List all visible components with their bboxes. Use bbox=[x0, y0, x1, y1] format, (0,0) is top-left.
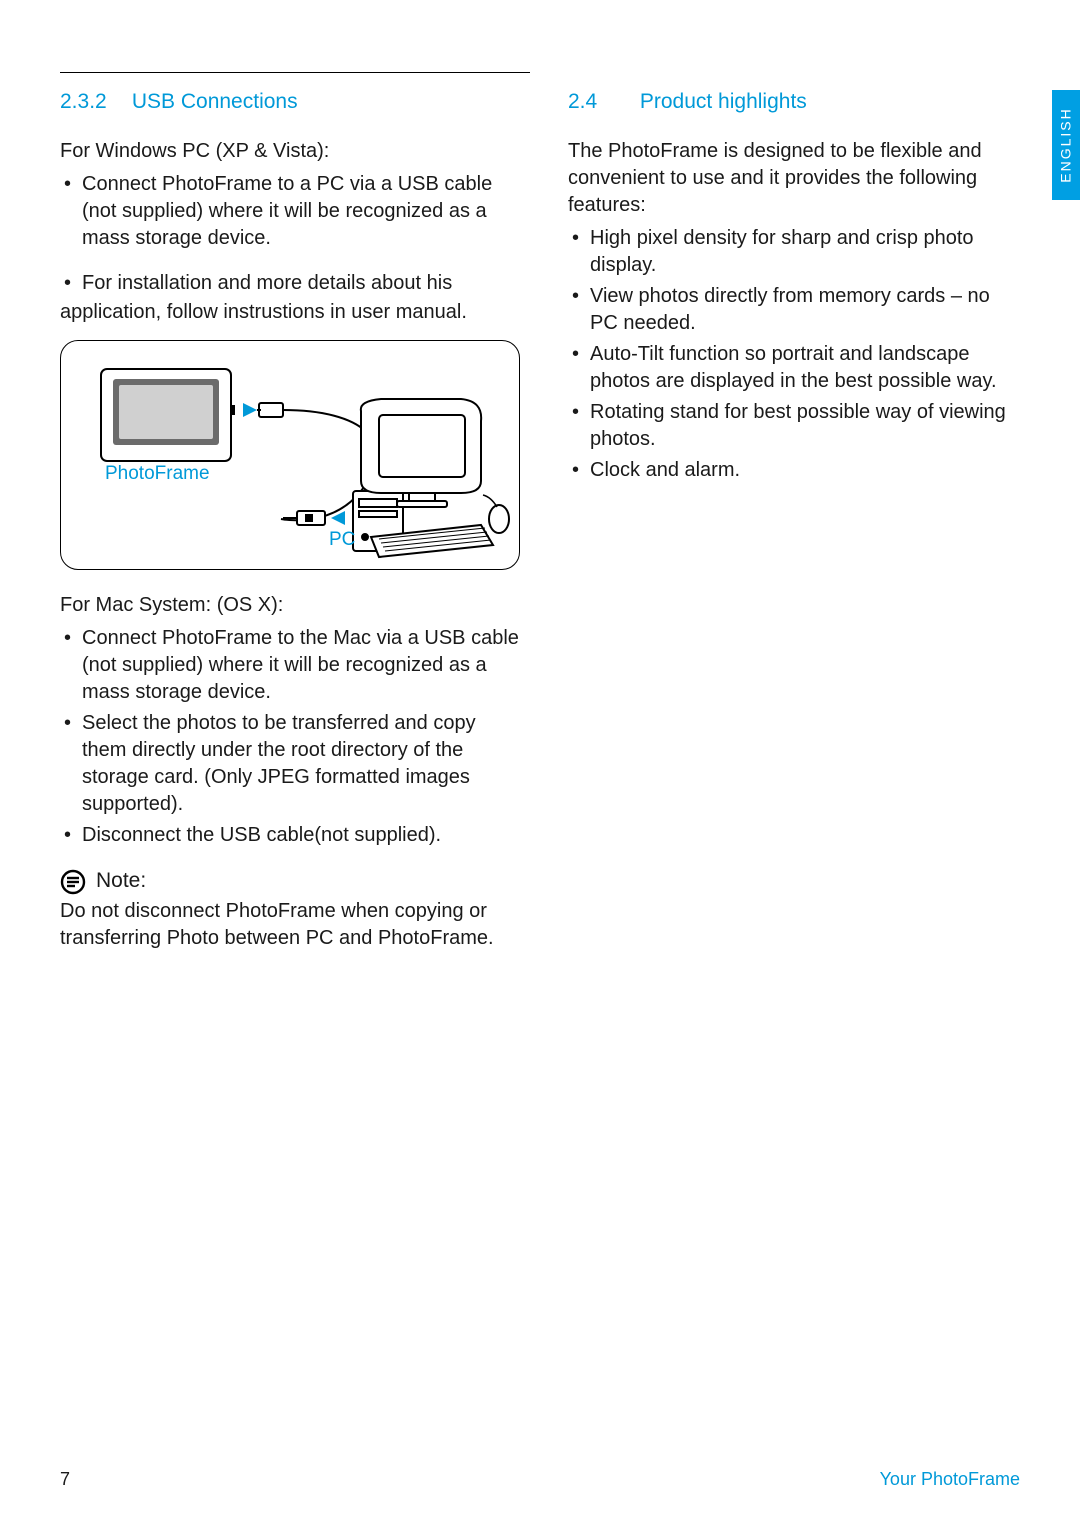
left-column: 2.3.2 USB Connections For Windows PC (XP… bbox=[60, 88, 520, 958]
list-item: For installation and more details about … bbox=[60, 270, 520, 297]
top-rule bbox=[60, 72, 530, 73]
section-heading-highlights: 2.4 Product highlights bbox=[568, 88, 1020, 116]
list-item: View photos directly from memory cards –… bbox=[568, 283, 1020, 337]
list-item: Clock and alarm. bbox=[568, 457, 1020, 484]
language-tab: ENGLISH bbox=[1052, 90, 1080, 200]
heading-number: 2.4 bbox=[568, 88, 634, 116]
right-column: 2.4 Product highlights The PhotoFrame is… bbox=[568, 88, 1020, 958]
diagram-label-photoframe: PhotoFrame bbox=[105, 461, 210, 487]
note-icon bbox=[60, 869, 86, 895]
list-item: Disconnect the USB cable(not supplied). bbox=[60, 822, 520, 849]
note-label: Note: bbox=[96, 867, 146, 895]
mac-intro: For Mac System: (OS X): bbox=[60, 592, 520, 619]
language-tab-label: ENGLISH bbox=[1058, 107, 1074, 182]
content-columns: 2.3.2 USB Connections For Windows PC (XP… bbox=[60, 88, 1020, 958]
diagram-svg bbox=[61, 341, 521, 571]
list-item: Connect PhotoFrame to the Mac via a USB … bbox=[60, 625, 520, 706]
windows-para2: For installation and more details about … bbox=[60, 270, 520, 297]
diagram-label-pc: PC bbox=[329, 527, 355, 553]
list-item-text: For installation and more details about … bbox=[82, 272, 452, 294]
heading-title: USB Connections bbox=[132, 90, 298, 113]
section-heading-usb: 2.3.2 USB Connections bbox=[60, 88, 520, 116]
page-number: 7 bbox=[60, 1469, 70, 1490]
highlights-list: High pixel density for sharp and crisp p… bbox=[568, 225, 1020, 484]
mac-list: Connect PhotoFrame to the Mac via a USB … bbox=[60, 625, 520, 849]
heading-title: Product highlights bbox=[640, 90, 807, 113]
note-body: Do not disconnect PhotoFrame when copyin… bbox=[60, 898, 520, 952]
list-item: Rotating stand for best possible way of … bbox=[568, 399, 1020, 453]
list-item: Select the photos to be transferred and … bbox=[60, 710, 520, 818]
connection-diagram: PhotoFrame PC bbox=[60, 340, 520, 570]
manual-page: ENGLISH 2.3.2 USB Connections For Window… bbox=[0, 0, 1080, 1532]
heading-number: 2.3.2 bbox=[60, 88, 126, 116]
list-item: Connect PhotoFrame to a PC via a USB cab… bbox=[60, 171, 520, 252]
list-item: High pixel density for sharp and crisp p… bbox=[568, 225, 1020, 279]
list-item: Auto-Tilt function so portrait and lands… bbox=[568, 341, 1020, 395]
highlights-intro: The PhotoFrame is designed to be flexibl… bbox=[568, 138, 1020, 219]
note-heading: Note: bbox=[60, 867, 520, 895]
windows-intro: For Windows PC (XP & Vista): bbox=[60, 138, 520, 165]
page-footer: 7 Your PhotoFrame bbox=[60, 1469, 1020, 1490]
windows-list: Connect PhotoFrame to a PC via a USB cab… bbox=[60, 171, 520, 252]
windows-para2-cont: application, follow instrustions in user… bbox=[60, 299, 520, 326]
footer-section: Your PhotoFrame bbox=[880, 1469, 1020, 1490]
